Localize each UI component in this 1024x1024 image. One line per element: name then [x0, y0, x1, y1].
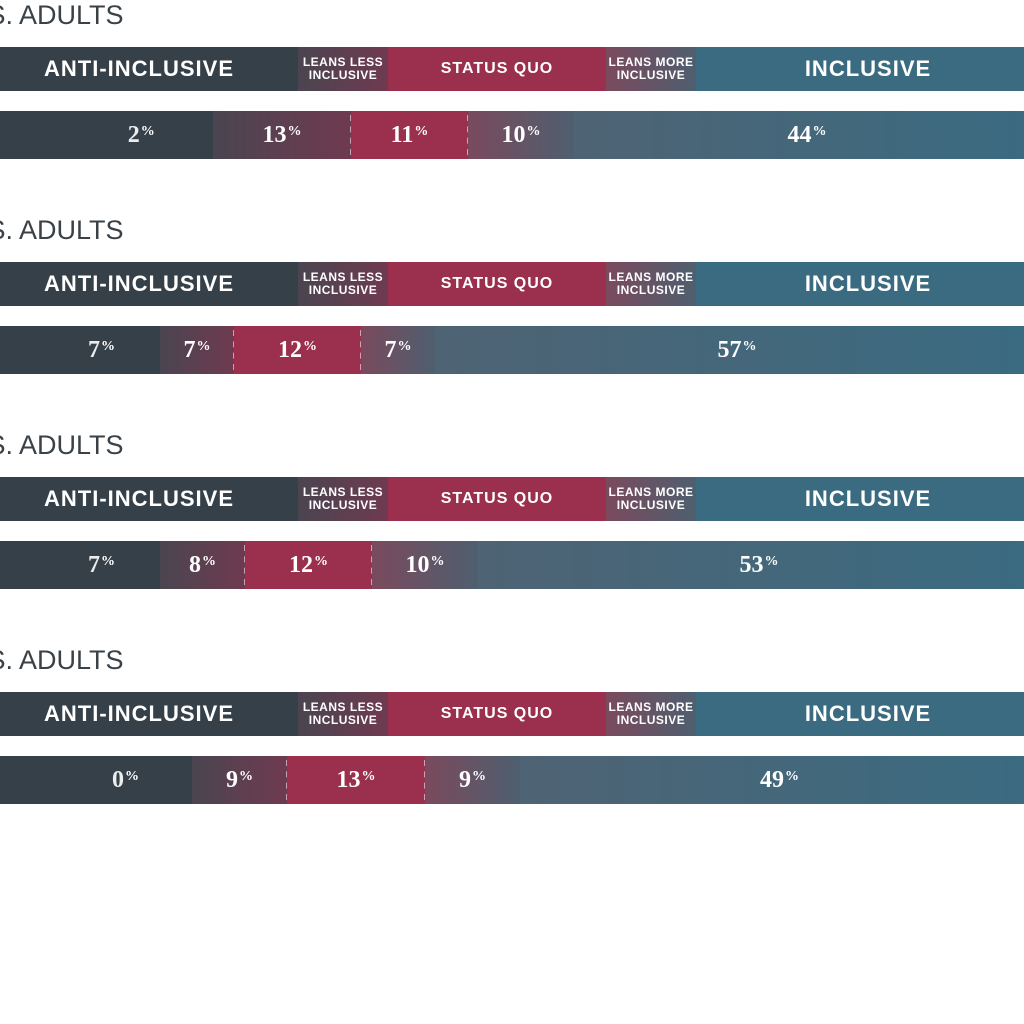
- data-bar: 0% 9% 13% 9% 49%: [0, 756, 1024, 804]
- data-bar: 2% 13% 11% 10% 44%: [0, 111, 1024, 159]
- legend-label: INCLUSIVE: [805, 56, 931, 82]
- legend-seg-leans_less: LEANS LESSINCLUSIVE: [298, 47, 388, 91]
- legend-label: LEANS MOREINCLUSIVE: [609, 486, 694, 512]
- legend-seg-leans_more: LEANS MOREINCLUSIVE: [606, 477, 696, 521]
- data-seg-value: 13%: [263, 122, 302, 149]
- data-seg-inclusive: 53%: [478, 541, 1024, 589]
- data-seg-value: 10%: [502, 122, 541, 149]
- chart-block: .S. ADULTS ANTI-INCLUSIVE LEANS LESSINCLUS…: [0, 215, 1024, 374]
- group-title: .S. ADULTS: [0, 430, 1024, 461]
- data-seg-leans_more: 10%: [372, 541, 478, 589]
- data-seg-leans_less: 9%: [192, 756, 287, 804]
- legend-label: INCLUSIVE: [805, 701, 931, 727]
- legend-label: INCLUSIVE: [805, 486, 931, 512]
- chart-block: .S. ADULTS ANTI-INCLUSIVE LEANS LESSINCLUS…: [0, 645, 1024, 804]
- legend-seg-leans_more: LEANS MOREINCLUSIVE: [606, 692, 696, 736]
- legend-label: LEANS LESSINCLUSIVE: [303, 701, 383, 727]
- legend-seg-leans_less: LEANS LESSINCLUSIVE: [298, 477, 388, 521]
- data-seg-leans_more: 7%: [361, 326, 435, 374]
- legend-bar: ANTI-INCLUSIVE LEANS LESSINCLUSIVE STATUS …: [0, 477, 1024, 521]
- legend-seg-anti: ANTI-INCLUSIVE: [0, 262, 298, 306]
- legend-seg-leans_less: LEANS LESSINCLUSIVE: [298, 262, 388, 306]
- legend-label: LEANS LESSINCLUSIVE: [303, 56, 383, 82]
- legend-seg-inclusive: INCLUSIVE: [696, 47, 1024, 91]
- data-seg-inclusive: 49%: [520, 756, 1024, 804]
- legend-label: STATUS QUO: [441, 275, 554, 293]
- legend-label: LEANS MOREINCLUSIVE: [609, 701, 694, 727]
- data-seg-value: 44%: [788, 122, 827, 149]
- data-seg-anti: 2%: [0, 111, 213, 159]
- legend-seg-status_quo: STATUS QUO: [388, 692, 606, 736]
- data-seg-leans_less: 8%: [160, 541, 245, 589]
- legend-seg-leans_more: LEANS MOREINCLUSIVE: [606, 262, 696, 306]
- data-seg-value: 11%: [391, 122, 429, 149]
- data-seg-value: 7%: [88, 337, 160, 364]
- group-title: .S. ADULTS: [0, 0, 1024, 31]
- data-seg-anti: 0%: [0, 756, 192, 804]
- legend-seg-anti: ANTI-INCLUSIVE: [0, 692, 298, 736]
- data-seg-value: 53%: [740, 552, 779, 579]
- group-title: .S. ADULTS: [0, 645, 1024, 676]
- legend-seg-anti: ANTI-INCLUSIVE: [0, 477, 298, 521]
- legend-seg-anti: ANTI-INCLUSIVE: [0, 47, 298, 91]
- legend-label: ANTI-INCLUSIVE: [44, 271, 234, 297]
- legend-bar: ANTI-INCLUSIVE LEANS LESSINCLUSIVE STATUS …: [0, 262, 1024, 306]
- data-seg-value: 12%: [289, 552, 328, 579]
- legend-seg-status_quo: STATUS QUO: [388, 477, 606, 521]
- legend-label: STATUS QUO: [441, 60, 554, 78]
- data-seg-value: 10%: [406, 552, 445, 579]
- data-seg-value: 9%: [459, 767, 486, 794]
- legend-label: INCLUSIVE: [805, 271, 931, 297]
- data-seg-anti: 7%: [0, 326, 160, 374]
- data-seg-inclusive: 44%: [574, 111, 1024, 159]
- data-seg-value: 2%: [128, 122, 213, 149]
- legend-label: STATUS QUO: [441, 490, 554, 508]
- legend-label: LEANS MOREINCLUSIVE: [609, 271, 694, 297]
- legend-label: LEANS LESSINCLUSIVE: [303, 486, 383, 512]
- data-seg-anti: 7%: [0, 541, 160, 589]
- data-seg-leans_less: 7%: [160, 326, 234, 374]
- data-seg-value: 7%: [385, 337, 412, 364]
- data-seg-value: 8%: [189, 552, 216, 579]
- legend-bar: ANTI-INCLUSIVE LEANS LESSINCLUSIVE STATUS …: [0, 692, 1024, 736]
- legend-label: ANTI-INCLUSIVE: [44, 486, 234, 512]
- data-seg-value: 7%: [184, 337, 211, 364]
- legend-label: LEANS LESSINCLUSIVE: [303, 271, 383, 297]
- legend-label: LEANS MOREINCLUSIVE: [609, 56, 694, 82]
- legend-seg-leans_more: LEANS MOREINCLUSIVE: [606, 47, 696, 91]
- data-seg-leans_less: 13%: [213, 111, 351, 159]
- data-seg-value: 12%: [278, 337, 317, 364]
- legend-seg-status_quo: STATUS QUO: [388, 262, 606, 306]
- data-seg-leans_more: 10%: [468, 111, 574, 159]
- legend-label: STATUS QUO: [441, 705, 554, 723]
- chart-block: .S. ADULTS ANTI-INCLUSIVE LEANS LESSINCLUS…: [0, 430, 1024, 589]
- data-seg-status_quo: 11%: [351, 111, 468, 159]
- legend-bar: ANTI-INCLUSIVE LEANS LESSINCLUSIVE STATUS …: [0, 47, 1024, 91]
- data-seg-leans_more: 9%: [425, 756, 520, 804]
- legend-seg-inclusive: INCLUSIVE: [696, 692, 1024, 736]
- data-seg-status_quo: 12%: [234, 326, 361, 374]
- legend-seg-inclusive: INCLUSIVE: [696, 477, 1024, 521]
- data-seg-inclusive: 57%: [435, 326, 1024, 374]
- data-seg-status_quo: 12%: [245, 541, 372, 589]
- legend-label: ANTI-INCLUSIVE: [44, 701, 234, 727]
- data-seg-value: 0%: [112, 767, 192, 794]
- chart-block: .S. ADULTS ANTI-INCLUSIVE LEANS LESSINCLUS…: [0, 0, 1024, 159]
- data-seg-value: 9%: [226, 767, 253, 794]
- data-bar: 7% 8% 12% 10% 53%: [0, 541, 1024, 589]
- data-seg-value: 13%: [337, 767, 376, 794]
- legend-seg-leans_less: LEANS LESSINCLUSIVE: [298, 692, 388, 736]
- data-seg-value: 57%: [718, 337, 757, 364]
- legend-label: ANTI-INCLUSIVE: [44, 56, 234, 82]
- group-title: .S. ADULTS: [0, 215, 1024, 246]
- data-seg-value: 7%: [88, 552, 160, 579]
- data-seg-status_quo: 13%: [287, 756, 425, 804]
- legend-seg-status_quo: STATUS QUO: [388, 47, 606, 91]
- data-seg-value: 49%: [760, 767, 799, 794]
- legend-seg-inclusive: INCLUSIVE: [696, 262, 1024, 306]
- data-bar: 7% 7% 12% 7% 57%: [0, 326, 1024, 374]
